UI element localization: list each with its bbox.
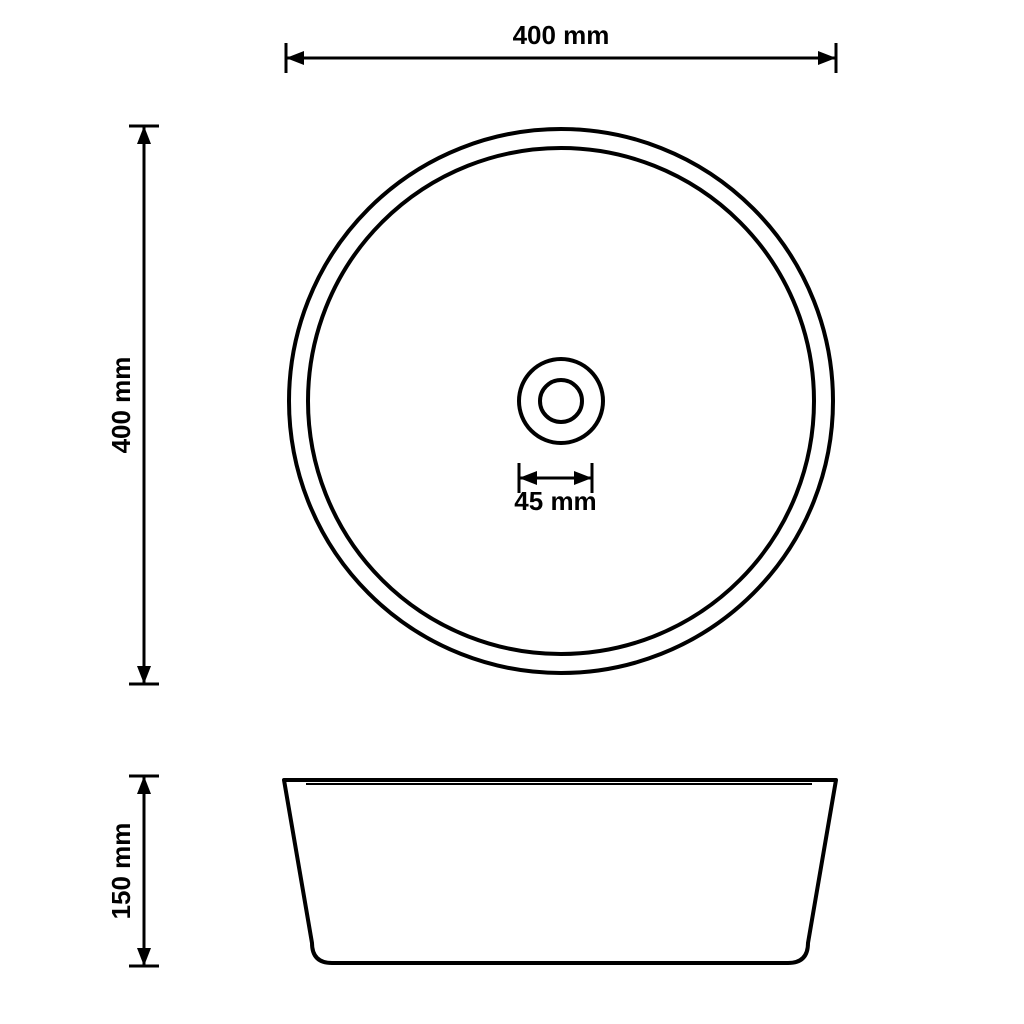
arrowhead-icon bbox=[137, 126, 151, 144]
dimension-label: 400 mm bbox=[513, 20, 610, 50]
basin-inner-circle bbox=[308, 148, 814, 654]
drain-outer-circle bbox=[519, 359, 603, 443]
side-view bbox=[284, 780, 836, 963]
basin-profile bbox=[284, 780, 836, 963]
drain-inner-circle bbox=[540, 380, 582, 422]
arrowhead-icon bbox=[137, 776, 151, 794]
top-view bbox=[289, 129, 833, 673]
dimension-side-height: 150 mm bbox=[106, 776, 159, 966]
dimension-height-left: 400 mm bbox=[106, 126, 159, 684]
technical-drawing: 400 mm 400 mm 45 mm 150 mm bbox=[0, 0, 1024, 1024]
dimension-label: 150 mm bbox=[106, 823, 136, 920]
dimension-width-top: 400 mm bbox=[286, 20, 836, 73]
arrowhead-icon bbox=[137, 666, 151, 684]
dimension-label: 45 mm bbox=[514, 486, 596, 516]
arrowhead-icon bbox=[286, 51, 304, 65]
basin-outer-circle bbox=[289, 129, 833, 673]
dimension-drain: 45 mm bbox=[514, 463, 596, 516]
arrowhead-icon bbox=[818, 51, 836, 65]
arrowhead-icon bbox=[137, 948, 151, 966]
dimension-label: 400 mm bbox=[106, 357, 136, 454]
arrowhead-icon bbox=[519, 471, 537, 485]
arrowhead-icon bbox=[574, 471, 592, 485]
